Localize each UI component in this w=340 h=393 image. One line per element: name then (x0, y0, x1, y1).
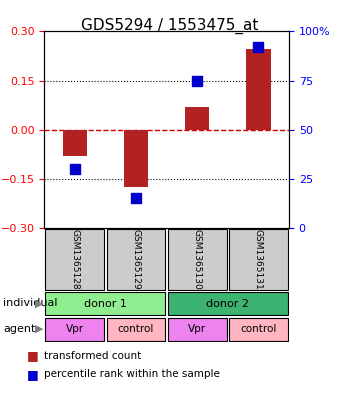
FancyBboxPatch shape (46, 318, 104, 341)
Bar (185, 107, 209, 130)
FancyBboxPatch shape (168, 318, 226, 341)
Text: GSM1365130: GSM1365130 (193, 229, 202, 290)
Point (72, 166, 78, 172)
Bar (124, 130, 148, 187)
Text: GSM1365131: GSM1365131 (254, 229, 263, 290)
Text: individual: individual (3, 298, 58, 309)
Text: percentile rank within the sample: percentile rank within the sample (44, 369, 220, 379)
FancyBboxPatch shape (107, 229, 165, 290)
Text: ▶: ▶ (35, 298, 44, 309)
Text: GSM1365128: GSM1365128 (70, 229, 79, 290)
Text: ■: ■ (27, 367, 39, 381)
FancyBboxPatch shape (229, 229, 288, 290)
Text: GSM1365129: GSM1365129 (132, 229, 140, 290)
Text: transformed count: transformed count (44, 351, 141, 361)
Text: donor 2: donor 2 (206, 299, 249, 309)
Text: control: control (118, 324, 154, 334)
Bar (246, 50, 271, 130)
Text: agent: agent (3, 324, 36, 334)
Point (133, 195, 139, 202)
Text: ▶: ▶ (35, 324, 44, 334)
Point (256, 44, 261, 50)
Bar (63, 130, 87, 156)
Point (194, 77, 200, 84)
Text: Vpr: Vpr (188, 324, 206, 334)
FancyBboxPatch shape (229, 318, 288, 341)
FancyBboxPatch shape (168, 229, 226, 290)
FancyBboxPatch shape (168, 292, 288, 315)
Text: control: control (240, 324, 276, 334)
FancyBboxPatch shape (46, 229, 104, 290)
Text: Vpr: Vpr (66, 324, 84, 334)
FancyBboxPatch shape (107, 318, 165, 341)
Text: ■: ■ (27, 349, 39, 362)
FancyBboxPatch shape (46, 292, 165, 315)
Text: donor 1: donor 1 (84, 299, 127, 309)
Text: GDS5294 / 1553475_at: GDS5294 / 1553475_at (81, 18, 259, 34)
